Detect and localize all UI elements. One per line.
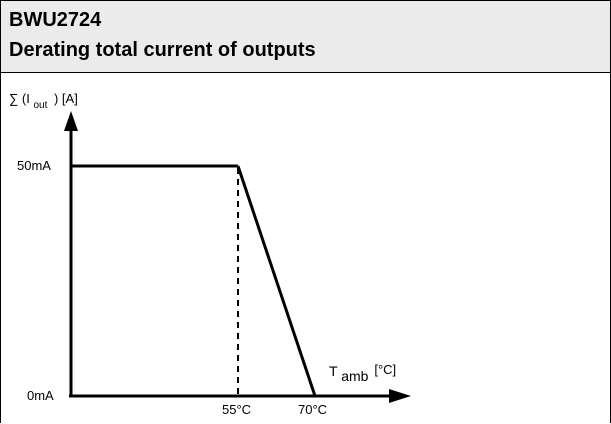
- x-tick-70c: 70°C: [298, 402, 327, 417]
- y-tick-50ma: 50mA: [17, 158, 51, 173]
- model-name: BWU2724: [9, 9, 102, 31]
- chart-title: Derating total current of outputs: [9, 39, 316, 61]
- y-axis-arrow: [64, 111, 78, 131]
- y-axis-label: ∑ (I out ) [A]: [9, 91, 78, 111]
- x-axis-label: T amb [°C]: [329, 362, 396, 384]
- derating-line: [236, 165, 317, 397]
- chart-header: BWU2724 Derating total current of output…: [1, 1, 610, 73]
- y-tick-0ma: 0mA: [27, 388, 54, 403]
- x-axis-arrow: [389, 389, 411, 403]
- x-tick-55c: 55°C: [222, 402, 251, 417]
